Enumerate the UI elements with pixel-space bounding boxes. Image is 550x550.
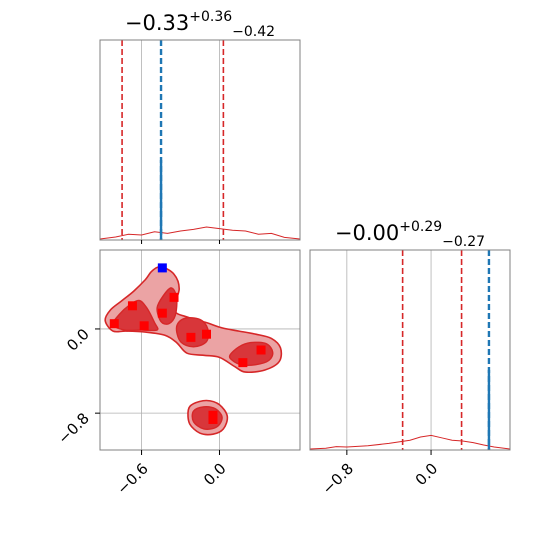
- param2-marginal-frame: [309, 249, 511, 451]
- param1-quantile-lines: [121, 40, 225, 240]
- joint-contour-panel: [99, 249, 301, 451]
- param1-histogram-curve: [99, 226, 301, 240]
- param2-quantile-lines: [401, 250, 463, 450]
- joint-marker-7: [238, 358, 248, 368]
- joint-marker-10: [208, 414, 218, 424]
- joint-marker-4: [169, 292, 179, 302]
- param2-title-upper: +0.29: [399, 219, 442, 235]
- param2-title-value: −0.00: [335, 221, 399, 245]
- joint-marker-1: [127, 301, 137, 311]
- joint-marker-2: [139, 321, 149, 331]
- joint-markers: [109, 263, 266, 424]
- joint-marker-3: [157, 308, 167, 318]
- param1-marginal-frame: [99, 39, 301, 241]
- param2-title: −0.00+0.29−0.27: [335, 219, 485, 250]
- param2-marginal-histogram: [309, 434, 511, 450]
- param2-histogram-curve: [309, 434, 511, 450]
- param2-title-lower: −0.27: [442, 234, 485, 250]
- joint-highlight-marker: [157, 263, 167, 273]
- param1-title-upper: +0.36: [189, 9, 232, 25]
- param1-marginal-gridlines: [141, 40, 220, 240]
- joint-frame: [99, 249, 301, 451]
- param1-title-value: −0.33: [125, 11, 189, 35]
- param1-title-lower: −0.42: [232, 24, 275, 40]
- param1-marginal-histogram: [99, 226, 301, 240]
- joint-inner-contour-4: [191, 406, 223, 430]
- joint-marker-8: [256, 345, 266, 355]
- param2-marginal-panel: −0.00+0.29−0.27: [309, 219, 511, 451]
- param1-marginal-panel: −0.33+0.36−0.42: [99, 9, 301, 241]
- joint-marker-0: [109, 319, 119, 329]
- joint-marker-5: [186, 332, 196, 342]
- param2-marginal-gridlines: [346, 250, 432, 450]
- param1-title: −0.33+0.36−0.42: [125, 9, 275, 40]
- joint-marker-6: [201, 329, 211, 339]
